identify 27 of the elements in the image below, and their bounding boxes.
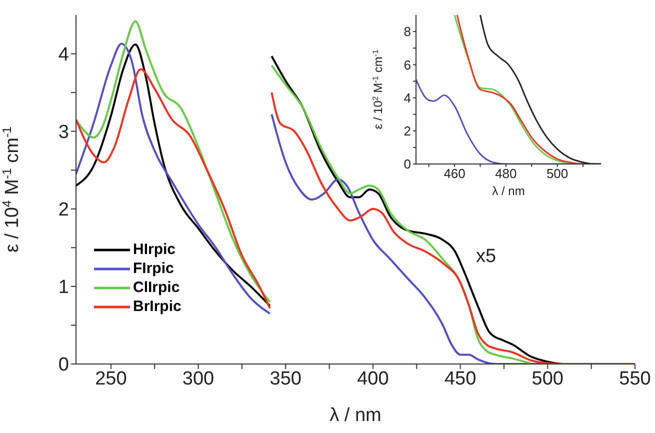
legend-label: FIrpic — [133, 259, 174, 278]
y-tick-label: 0 — [58, 354, 69, 376]
x-tick-label: 450 — [444, 368, 476, 390]
legend-label: HIrpic — [133, 240, 176, 259]
y-tick-label: 6 — [404, 57, 411, 72]
x-tick-label: 500 — [532, 368, 564, 390]
x-tick-label: 350 — [270, 368, 302, 390]
x-tick-label: 300 — [182, 368, 214, 390]
x-tick-label: 500 — [546, 166, 568, 182]
x-tick-label: 480 — [495, 166, 517, 182]
y-tick-label: 4 — [404, 90, 411, 106]
y-tick-label: 0 — [404, 156, 411, 172]
y-tick-label: 2 — [58, 200, 69, 221]
x-tick-label: 250 — [95, 368, 127, 390]
x-axis-title: λ / nm — [492, 184, 525, 198]
x-axis-title: λ / nm — [330, 405, 382, 426]
x-tick-label: 460 — [444, 166, 466, 182]
y-tick-label: 3 — [58, 122, 69, 144]
legend-label: BrIrpic — [133, 297, 182, 316]
y-tick-label: 8 — [404, 24, 411, 40]
x-tick-label: 550 — [619, 368, 651, 390]
legend-label: ClIrpic — [133, 278, 180, 297]
y-tick-label: 2 — [404, 124, 411, 139]
y-tick-label: 1 — [58, 277, 69, 298]
x-tick-label: 400 — [357, 368, 389, 390]
y-tick-label: 4 — [58, 44, 70, 66]
annotation: x5 — [476, 246, 496, 268]
